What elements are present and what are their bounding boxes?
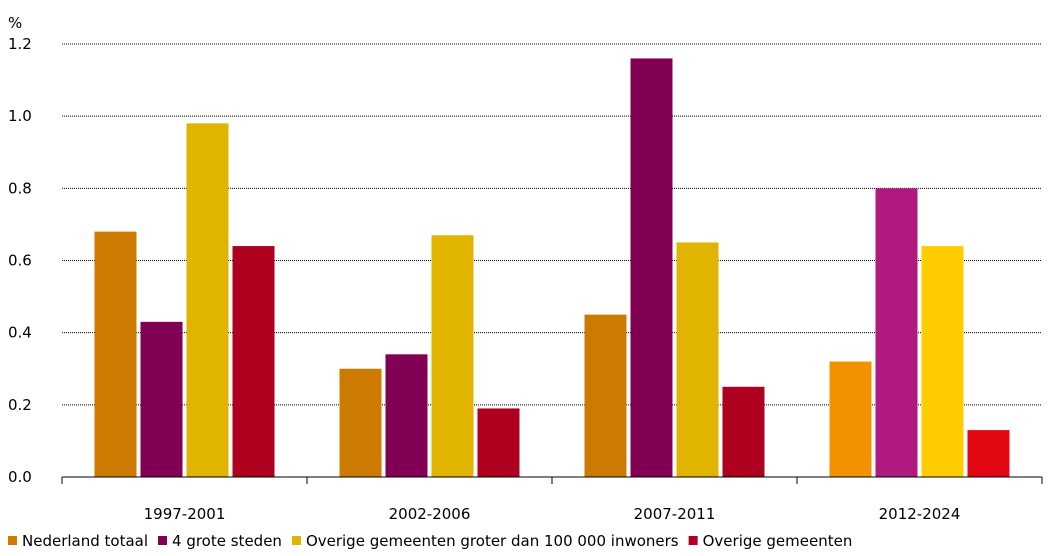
bar-2007-2011-series-4 [722,386,765,477]
bar-1997-2001-series-4 [232,246,275,477]
y-tick-label: 0.6 [8,252,32,270]
legend-swatch [688,536,698,545]
bar-2002-2006-series-4 [477,408,520,477]
y-tick-label: 0.4 [8,324,32,342]
bar-2007-2011-series-1 [584,314,627,477]
bar-2007-2011-series-2 [630,58,673,477]
x-tick-label: 2012-2024 [879,505,961,523]
x-tick-label: 2007-2011 [634,505,716,523]
bars [94,58,1010,478]
y-tick-label: 0.0 [8,468,32,486]
bar-1997-2001-series-2 [140,321,183,477]
y-tick-label: 0.8 [8,179,32,197]
bar-2002-2006-series-1 [339,368,382,477]
bar-2002-2006-series-2 [385,354,428,477]
bar-2012-2024-series-4 [967,430,1010,477]
bar-2007-2011-series-3 [676,242,719,477]
legend-swatch [291,536,301,545]
bar-1997-2001-series-3 [186,123,229,477]
y-tick-labels: 0.0 0.2 0.4 0.6 0.8 1.0 1.2 [8,35,32,486]
x-tick-label: 2002-2006 [389,505,471,523]
legend: Nederland totaal 4 grote steden Overige ge… [8,532,852,550]
y-tick-label: 0.2 [8,396,32,414]
y-axis-unit-label: % [8,14,22,32]
axes [61,476,1043,484]
legend-label: 4 grote steden [172,532,282,550]
legend-label: Nederland totaal [22,532,148,550]
bar-1997-2001-series-1 [94,231,137,477]
legend-swatch [8,536,17,545]
legend-label: Overige gemeenten groter dan 100 000 inw… [306,532,679,550]
bar-2002-2006-series-3 [431,235,474,477]
bar-2012-2024-series-1 [829,361,872,477]
x-tick-label: 1997-2001 [144,505,226,523]
bar-2012-2024-series-3 [921,246,964,477]
legend-swatch [158,536,168,545]
y-tick-label: 1.2 [8,35,32,53]
y-tick-label: 1.0 [8,107,32,125]
x-tick-labels: 1997-2001 2002-2006 2007-2011 2012-2024 [144,505,961,523]
legend-label: Overige gemeenten [703,532,853,550]
bar-2012-2024-series-2 [875,188,918,478]
